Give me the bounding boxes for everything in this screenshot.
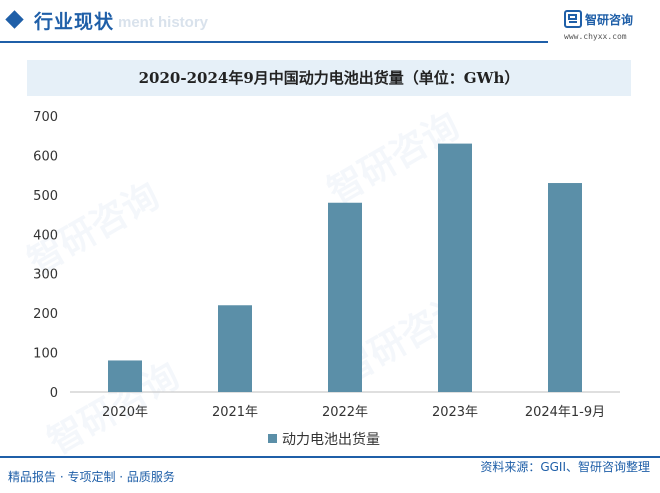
section-title: 行业现状 (34, 11, 115, 33)
chart-title: 2020-2024年9月中国动力电池出货量（单位：GWh） (138, 69, 520, 87)
header-background-text: ment history (118, 14, 209, 31)
bar (328, 202, 362, 392)
legend-label: 动力电池出货量 (282, 431, 380, 448)
logo: 智研咨询 www.chyxx.com (564, 10, 656, 44)
header: 行业现状 ment history 智研咨询 www.chyxx.com (0, 0, 660, 44)
x-tick-label: 2020年 (102, 405, 148, 420)
logo-url: www.chyxx.com (564, 32, 627, 41)
y-tick-label: 600 (33, 149, 58, 164)
x-tick-label: 2024年1-9月 (525, 405, 605, 420)
bar-chart: 0 100 200 300 400 500 600 700 2020年 2021年 2022年 202… (33, 110, 620, 448)
bar (218, 305, 252, 392)
logo-icon (564, 10, 582, 28)
chart-title-band: 2020-2024年9月中国动力电池出货量（单位：GWh） (27, 60, 631, 96)
y-tick-label: 500 (33, 189, 58, 204)
bar (548, 183, 582, 392)
logo-name: 智研咨询 (585, 13, 634, 27)
footer-tagline: 精品报告 · 专项定制 · 品质服务 (8, 470, 175, 484)
x-tick-label: 2021年 (212, 405, 258, 420)
x-tick-label: 2022年 (322, 405, 368, 420)
x-tick-label: 2023年 (432, 405, 478, 420)
y-tick-label: 300 (33, 268, 58, 283)
y-tick-label: 200 (33, 307, 58, 322)
y-tick-label: 0 (50, 386, 58, 401)
footer-source: 资料来源：GGII、智研咨询整理 (480, 460, 650, 474)
y-tick-label: 700 (33, 110, 58, 125)
footer-divider (0, 456, 660, 458)
y-tick-label: 100 (33, 347, 58, 362)
legend-swatch (268, 434, 277, 443)
header-divider (0, 41, 548, 43)
y-tick-label: 400 (33, 228, 58, 243)
diamond-icon (5, 10, 24, 29)
bar (438, 143, 472, 392)
bar (108, 360, 142, 392)
